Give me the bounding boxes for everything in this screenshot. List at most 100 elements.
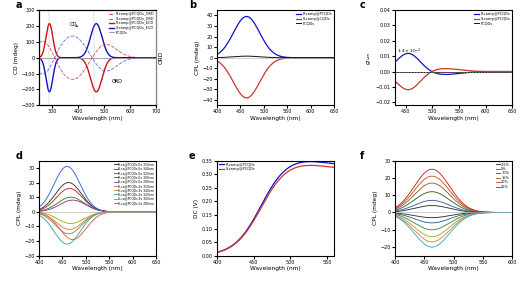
20% [477, 210, 484, 213]
R-ca@PCQDs Ex 320nm [110, 210, 116, 214]
Line: S-ca@PCQDs Ex 350nm: S-ca@PCQDs Ex 350nm [39, 212, 156, 234]
R-ca@PCQDs Ex 280nm [121, 210, 127, 214]
R-ca@PCQDs Ex 350nm [83, 198, 89, 201]
S-camp@PCQDs [313, 164, 319, 167]
15% [509, 211, 515, 214]
S-ca@PCQDs Ex 350nm [83, 219, 89, 223]
S-ca@PCQDs Ex 300nm [121, 210, 127, 214]
R-ca@PCQDs Ex 280nm [153, 210, 159, 214]
10% [477, 210, 484, 214]
R-ca@PCQDs Ex 320nm [83, 193, 89, 197]
S-ca@PCQDs Ex 280nm [121, 210, 127, 214]
R-ca@PCQDs Ex 340nm [67, 187, 73, 190]
10% [431, 190, 437, 194]
R-ca@PCQDs Ex 280nm [74, 199, 81, 203]
R-camp@PCQDs [283, 167, 290, 171]
R-ca@PCQDs Ex 300nm [153, 210, 159, 214]
2.5% [509, 211, 515, 214]
S-ca@PCQDs Ex 300nm [50, 215, 56, 218]
2.5% [406, 208, 412, 211]
25% [392, 206, 398, 210]
X-axis label: Wavelength (nm): Wavelength (nm) [428, 116, 479, 121]
R-ca@PCQDs Ex 280nm [121, 210, 127, 214]
Line: S-ca@PCQDs Ex 280nm: S-ca@PCQDs Ex 280nm [39, 212, 156, 240]
Y-axis label: DC (V): DC (V) [194, 199, 199, 218]
S-ca@PCQDs Ex 280nm [36, 211, 42, 214]
S-ca@PCQDs Ex 340nm [83, 218, 89, 222]
R-camp@PCQDs [307, 160, 314, 163]
R-ca@PCQDs Ex 280nm [50, 206, 56, 210]
S-ca@PCQDs Ex 320nm [110, 210, 116, 214]
Line: R-ca@PCQDs Ex 280nm: R-ca@PCQDs Ex 280nm [39, 200, 156, 212]
X-axis label: Wavelength (nm): Wavelength (nm) [72, 116, 123, 121]
25% [406, 192, 412, 196]
Legend: R-camp@PCQDs_ORD, S-camp@PCQDs_ORD, R-camp@PCQDs_ECD, S-camp@PCQDs_ECD, PCQDs: R-camp@PCQDs_ORD, S-camp@PCQDs_ORD, R-ca… [109, 12, 154, 35]
Text: a: a [16, 0, 22, 10]
Text: CD: CD [70, 22, 77, 27]
25% [431, 168, 437, 171]
Text: d: d [16, 151, 22, 161]
S-ca@PCQDs Ex 300nm [110, 210, 116, 214]
Line: 10%: 10% [395, 192, 512, 212]
R-ca@PCQDs Ex 340nm [83, 199, 89, 203]
S-ca@PCQDs Ex 280nm [121, 210, 127, 214]
Line: 2.5%: 2.5% [395, 205, 512, 212]
S-ca@PCQDs Ex 300nm [68, 222, 74, 225]
10% [439, 193, 445, 197]
R-ca@PCQDs Ex 300nm [74, 197, 81, 201]
S-ca@PCQDs Ex 350nm [36, 212, 42, 215]
S-ca@PCQDs Ex 350nm [121, 210, 127, 214]
Y-axis label: $g_{lum}$: $g_{lum}$ [365, 51, 373, 65]
20% [466, 207, 472, 210]
S-camp@PCQDs [320, 164, 327, 168]
R-ca@PCQDs Ex 350nm [153, 210, 159, 214]
10% [406, 202, 412, 205]
S-ca@PCQDs Ex 320nm [36, 213, 42, 217]
S-camp@PCQDs [214, 251, 220, 254]
5% [439, 200, 445, 204]
Text: e: e [189, 151, 196, 161]
S-ca@PCQDs Ex 350nm [66, 232, 72, 236]
S-ca@PCQDs Ex 320nm [121, 210, 127, 214]
25% [439, 174, 445, 177]
Line: R-camp@PCQDs: R-camp@PCQDs [217, 162, 334, 252]
S-ca@PCQDs Ex 300nm [74, 221, 81, 224]
2.5% [477, 211, 484, 214]
2.5% [431, 204, 437, 207]
R-ca@PCQDs Ex 340nm [36, 208, 42, 212]
Y-axis label: CD (mdeg): CD (mdeg) [14, 42, 19, 74]
S-ca@PCQDs Ex 300nm [153, 210, 159, 214]
R-ca@PCQDs Ex 300nm [83, 202, 89, 206]
2.5% [477, 211, 483, 214]
R-ca@PCQDs Ex 280nm [36, 210, 42, 213]
20% [439, 180, 445, 183]
20% [477, 210, 483, 213]
R-ca@PCQDs Ex 320nm [36, 205, 42, 209]
S-ca@PCQDs Ex 340nm [121, 210, 127, 214]
R-ca@PCQDs Ex 350nm [66, 181, 72, 184]
R-camp@PCQDs [331, 162, 337, 165]
S-ca@PCQDs Ex 280nm [153, 210, 159, 214]
5% [477, 210, 484, 214]
15% [429, 181, 435, 185]
S-ca@PCQDs Ex 350nm [153, 210, 159, 214]
S-camp@PCQDs [331, 166, 337, 169]
X-axis label: Wavelength (nm): Wavelength (nm) [72, 266, 123, 271]
S-ca@PCQDs Ex 280nm [110, 210, 116, 214]
10% [509, 211, 515, 214]
S-camp@PCQDs [307, 164, 314, 167]
2.5% [392, 210, 398, 214]
S-camp@PCQDs [285, 169, 292, 173]
Line: 25%: 25% [395, 169, 512, 212]
R-camp@PCQDs [285, 166, 292, 169]
S-ca@PCQDs Ex 340nm [74, 225, 81, 228]
20% [429, 174, 435, 178]
Y-axis label: CPL (mdeg): CPL (mdeg) [17, 191, 22, 225]
Legend: 2.5%, 5%, 10%, 15%, 20%, 25%: 2.5%, 5%, 10%, 15%, 20%, 25% [496, 162, 511, 189]
S-ca@PCQDs Ex 350nm [110, 210, 116, 214]
Text: ORD: ORD [112, 79, 123, 84]
5% [466, 210, 472, 213]
S-ca@PCQDs Ex 320nm [153, 210, 159, 214]
S-ca@PCQDs Ex 280nm [50, 219, 56, 223]
Y-axis label: ORD: ORD [159, 51, 164, 64]
